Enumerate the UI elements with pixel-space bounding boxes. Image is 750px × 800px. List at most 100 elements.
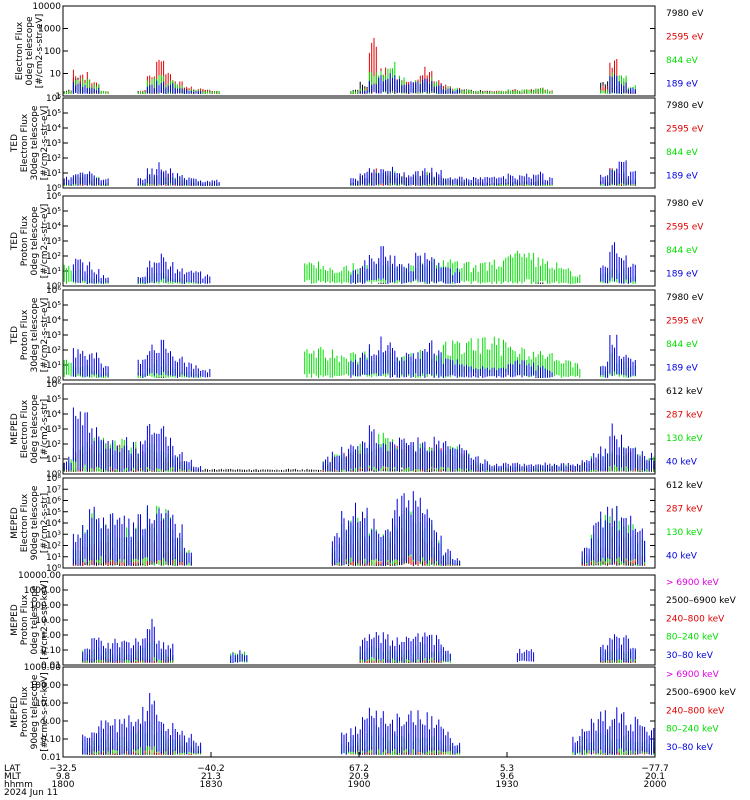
- legend-entry: 7980 eV: [666, 199, 704, 209]
- y-tick-label: 0.10: [41, 646, 61, 656]
- y-tick-label: 10000.00: [18, 571, 61, 581]
- legend-entry: 240–800 keV: [666, 614, 725, 624]
- y-tick-label: 10⁴: [46, 124, 61, 134]
- y-tick-label: 10⁴: [46, 519, 61, 529]
- x-tick-mlt: 20.9: [349, 772, 369, 782]
- y-tick-label: 10¹: [46, 455, 61, 465]
- y-tick-label: 10⁵: [46, 109, 61, 119]
- panel-8: 0.01 0.10 1.00 10.00 100.00 1000.00MEPEDProto…: [10, 663, 737, 763]
- legend-entry: 240–800 keV: [666, 706, 725, 716]
- legend-entry: 2595 eV: [666, 32, 704, 42]
- legend-entry: 612 keV: [666, 481, 703, 491]
- y-tick-label: 10³: [46, 331, 61, 341]
- x-tick-lat: 5.3: [500, 764, 514, 774]
- date-label: 2024 Jun 11: [4, 788, 58, 798]
- y-tick-label: 0.10: [41, 735, 61, 745]
- y-tick-label: 10⁶: [46, 192, 61, 202]
- series-blue: [63, 407, 655, 472]
- y-axis-label: MEPEDProton Flux0deg telescope[#/cm2-s-s…: [10, 580, 50, 659]
- legend-entry: 2500–6900 keV: [666, 688, 737, 698]
- y-tick-label: 10⁶: [46, 497, 61, 507]
- legend-entry: 130 keV: [666, 528, 703, 538]
- y-tick-label: 10⁰: [46, 376, 61, 386]
- legend-entry: > 6900 keV: [666, 670, 720, 680]
- x-tick-lat: −32.5: [49, 764, 77, 774]
- y-tick-label: 10⁴: [46, 316, 61, 326]
- series-blue: [63, 160, 636, 186]
- legend-entry: 40 keV: [666, 457, 698, 467]
- y-tick-label: 10⁴: [46, 410, 61, 420]
- y-tick-label: 10⁵: [46, 395, 61, 405]
- legend-entry: 2595 eV: [666, 316, 704, 326]
- y-tick-label: 10³: [46, 139, 61, 149]
- y-tick-label: 10²: [46, 154, 61, 164]
- y-tick-label: 10000: [32, 2, 61, 12]
- panels-group: 1 10 100 1000 10000 Electron Flux0deg telesco…: [10, 2, 737, 763]
- y-tick-label: 10⁵: [46, 508, 61, 518]
- legend-entry: 30–80 keV: [666, 743, 714, 753]
- legend-entry: 844 eV: [666, 56, 699, 66]
- legend-entry: 844 eV: [666, 340, 699, 350]
- x-tick-hhmm: 1830: [200, 780, 223, 790]
- legend-entry: 30–80 keV: [666, 651, 714, 661]
- legend-entry: 40 keV: [666, 551, 698, 561]
- x-tick-hhmm: 1800: [52, 780, 75, 790]
- y-tick-label: 1.00: [41, 631, 61, 641]
- legend-entry: 2500–6900 keV: [666, 596, 737, 606]
- series-black: [63, 467, 655, 472]
- legend-entry: 844 eV: [666, 148, 699, 158]
- y-axis-label: Electron Flux0deg telescope[#/cm2-s-str-…: [15, 14, 45, 89]
- y-tick-label: 10.00: [35, 616, 61, 626]
- y-tick-label: 1.00: [41, 717, 61, 727]
- y-tick-label: 10⁰: [46, 184, 61, 194]
- series-blue: [82, 693, 655, 755]
- series-green: [63, 432, 655, 472]
- y-tick-label: 10¹: [46, 267, 61, 277]
- axis-row-mlt-label: MLT: [4, 772, 22, 782]
- legend-entry: 287 keV: [666, 410, 703, 420]
- y-tick-label: 0.01: [41, 753, 61, 763]
- y-tick-label: 10⁶: [46, 94, 61, 104]
- y-tick-label: 1000: [38, 25, 61, 35]
- y-tick-label: 10⁸: [46, 474, 61, 484]
- legend-entry: 287 keV: [666, 504, 703, 514]
- legend-entry: 844 eV: [666, 246, 699, 256]
- y-tick-label: 10¹: [46, 553, 61, 563]
- y-axis-label: TEDElectron Flux30deg telescope[#/cm2-s-…: [10, 105, 50, 180]
- series-red: [63, 443, 655, 472]
- legend-entry: 189 eV: [666, 269, 699, 279]
- y-tick-label: 100: [44, 47, 61, 57]
- y-tick-label: 1: [55, 92, 61, 102]
- y-tick-label: 10²: [46, 252, 61, 262]
- legend-entry: 189 eV: [666, 79, 699, 89]
- y-tick-label: 10⁵: [46, 207, 61, 217]
- x-tick-lat: −77.7: [641, 764, 669, 774]
- x-tick-mlt: 9.8: [56, 772, 71, 782]
- series-blue: [72, 334, 636, 378]
- y-tick-label: 10: [50, 70, 62, 80]
- series-blue: [72, 73, 636, 94]
- y-axis-label: TEDProton Flux0deg telescope[#/cm2-s-str…: [10, 204, 50, 279]
- y-tick-label: 10⁰: [46, 470, 61, 480]
- x-tick-lat: −40.2: [197, 764, 225, 774]
- y-tick-label: 10²: [46, 542, 61, 552]
- y-tick-label: 10.00: [35, 699, 61, 709]
- x-tick-hhmm: 1930: [496, 780, 519, 790]
- legend-entry: 189 eV: [666, 171, 699, 181]
- panel-1: 1 10 100 1000 10000 Electron Flux0deg telesco…: [15, 2, 704, 102]
- y-tick-label: 10⁷: [46, 485, 61, 495]
- x-tick-hhmm: 1900: [348, 780, 371, 790]
- y-tick-label: 10⁰: [46, 564, 61, 574]
- legend-entry: 2595 eV: [666, 222, 704, 232]
- series-blue: [82, 618, 636, 663]
- panel-5: 10⁰ 10¹ 10² 10³ 10⁴ 10⁵ 10⁶ MEPEDElectron Flux0…: [10, 380, 703, 480]
- legend-entry: 2595 eV: [666, 124, 704, 134]
- x-tick-mlt: 20.1: [645, 772, 665, 782]
- legend-entry: 7980 eV: [666, 293, 704, 303]
- y-tick-label: 10²: [46, 346, 61, 356]
- y-tick-label: 10¹: [46, 361, 61, 371]
- series-blue: [72, 242, 636, 284]
